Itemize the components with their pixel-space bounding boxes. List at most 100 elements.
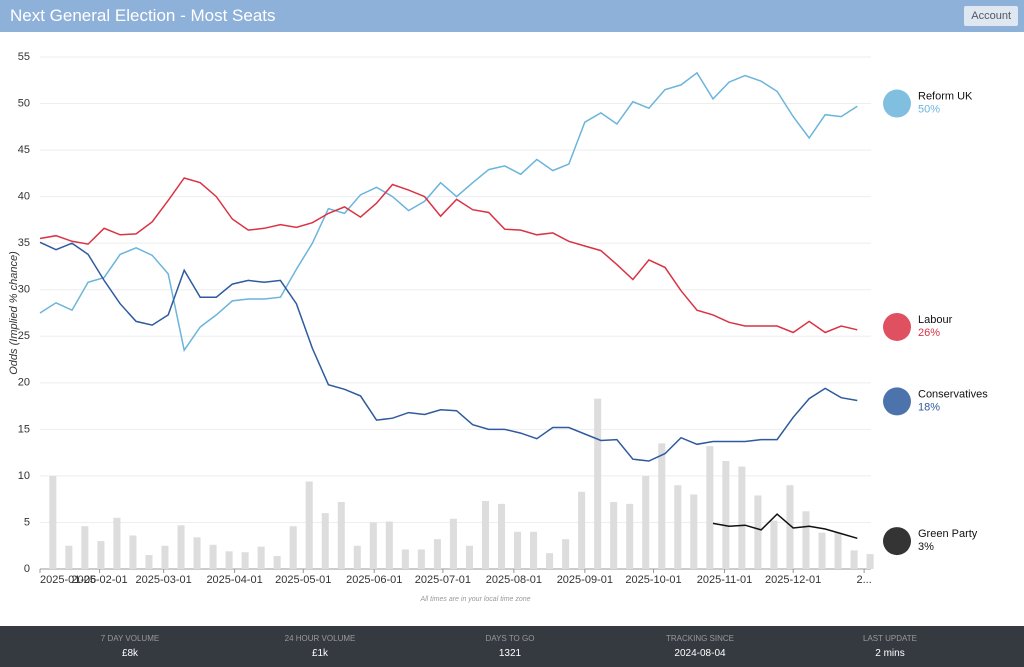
stat-label: 24 HOUR VOLUME <box>284 634 356 643</box>
legend-name: Conservatives <box>918 388 988 400</box>
chart: 0 5 10 15 20 25 30 35 40 45 50 55 2025-01-062025-02-… <box>8 51 988 603</box>
volume-bar <box>241 552 249 569</box>
volume-bar <box>642 475 650 569</box>
volume-bar <box>674 485 682 569</box>
volume-bar <box>546 553 554 569</box>
volume-bar <box>65 545 73 569</box>
y-tick-label: 40 <box>18 191 30 203</box>
legend-value: 26% <box>918 327 940 339</box>
volume-bar <box>786 485 794 569</box>
stat-value: £8k <box>121 648 139 659</box>
volume-bar <box>770 520 778 569</box>
volume-bar <box>145 555 153 569</box>
y-tick-label: 55 <box>18 51 30 63</box>
stat-value: 2 mins <box>875 648 905 659</box>
legend-icon <box>883 387 911 416</box>
volume-bar <box>658 443 666 569</box>
stat: 24 HOUR VOLUME £1k <box>230 634 410 659</box>
x-tick-label: 2025-08-01 <box>486 574 542 586</box>
stat-label: 7 DAY VOLUME <box>100 634 160 643</box>
x-tick-label: 2025-07-01 <box>415 574 471 586</box>
volume-bar <box>289 526 297 569</box>
y-tick-label: 35 <box>18 237 30 249</box>
legend-name: Labour <box>918 314 953 326</box>
stat: LAST UPDATE 2 mins <box>800 634 980 659</box>
volume-bar <box>594 398 602 569</box>
legend-name: Reform UK <box>918 90 973 102</box>
volume-bar <box>610 501 618 569</box>
volume-bar <box>161 545 169 569</box>
x-tick-label: 2025-04-01 <box>206 574 262 586</box>
x-tick-label: 2025-10-01 <box>625 574 681 586</box>
stat-label: DAYS TO GO <box>485 634 535 643</box>
x-tick-label: 2025-09-01 <box>557 574 613 586</box>
volume-bar <box>465 545 473 569</box>
volume-bar <box>49 475 57 569</box>
legend-value: 18% <box>918 401 940 413</box>
series-line <box>712 513 858 540</box>
x-tick-label: 2025-02-01 <box>71 574 127 586</box>
x-tick-label: 2025-05-01 <box>275 574 331 586</box>
volume-bar <box>129 535 137 569</box>
volume-bar <box>866 554 874 569</box>
x-tick-label: 2025-11-01 <box>697 574 752 586</box>
volume-bar <box>97 541 105 569</box>
volume-bar <box>690 494 698 569</box>
series-line <box>39 241 858 462</box>
volume-bar <box>113 517 121 569</box>
legend-value: 50% <box>918 103 940 115</box>
volume-bar <box>417 549 425 569</box>
y-tick-label: 10 <box>18 470 30 482</box>
volume-bar <box>81 526 89 569</box>
volume-bar <box>353 545 361 569</box>
y-tick-label: 45 <box>18 144 30 156</box>
page-title: Next General Election - Most Seats <box>10 6 276 25</box>
volume-bar <box>369 522 377 569</box>
account-button[interactable]: Account <box>964 6 1018 26</box>
footer: 7 DAY VOLUME £8k 24 HOUR VOLUME £1k DAYS TO … <box>0 626 1024 667</box>
y-tick-label: 5 <box>24 516 30 528</box>
volume-bar <box>850 550 858 569</box>
series-line <box>39 177 858 334</box>
volume-bar <box>481 501 490 569</box>
volume-bar <box>738 466 746 569</box>
stat: 7 DAY VOLUME £8k <box>40 634 220 659</box>
volume-bar <box>497 503 506 569</box>
volume-bar <box>449 518 457 569</box>
y-tick-label: 20 <box>18 377 30 389</box>
legend-icon <box>883 527 911 556</box>
x-tick-label: 2025-06-01 <box>346 574 402 586</box>
volume-bar <box>802 511 810 569</box>
y-tick-label: 15 <box>18 423 30 435</box>
y-tick-label: 50 <box>18 97 30 109</box>
stat-value: 2024-08-04 <box>674 648 726 659</box>
y-tick-label: 30 <box>18 284 30 296</box>
stat: DAYS TO GO 1321 <box>420 634 600 659</box>
volume-bar <box>818 532 826 569</box>
legend-name: Green Party <box>918 528 978 540</box>
series-line <box>39 71 858 353</box>
volume-bar <box>706 446 714 569</box>
volume-bar <box>530 531 538 569</box>
x-tick-label: 2... <box>856 574 871 586</box>
volume-bar <box>514 531 522 569</box>
volume-bar <box>225 551 233 569</box>
volume-bar <box>385 521 393 569</box>
header: Next General Election - Most Seats Accou… <box>0 0 1024 32</box>
y-tick-label: 0 <box>24 563 30 575</box>
legend-icon <box>883 312 911 341</box>
volume-bar <box>433 539 441 569</box>
y-axis-label: Odds (Implied % chance) <box>8 251 20 375</box>
volume-bar <box>177 525 185 569</box>
legend-value: 3% <box>918 541 934 553</box>
volume-bar <box>401 549 409 569</box>
stat-label: TRACKING SINCE <box>665 634 734 643</box>
stat: TRACKING SINCE 2024-08-04 <box>610 634 790 659</box>
volume-bar <box>754 495 762 569</box>
volume-bar <box>321 513 329 569</box>
x-tick-label: 2025-12-01 <box>765 574 821 586</box>
volume-bar <box>626 503 634 569</box>
stat-label: LAST UPDATE <box>863 634 917 643</box>
stat-value: 1321 <box>498 648 522 659</box>
